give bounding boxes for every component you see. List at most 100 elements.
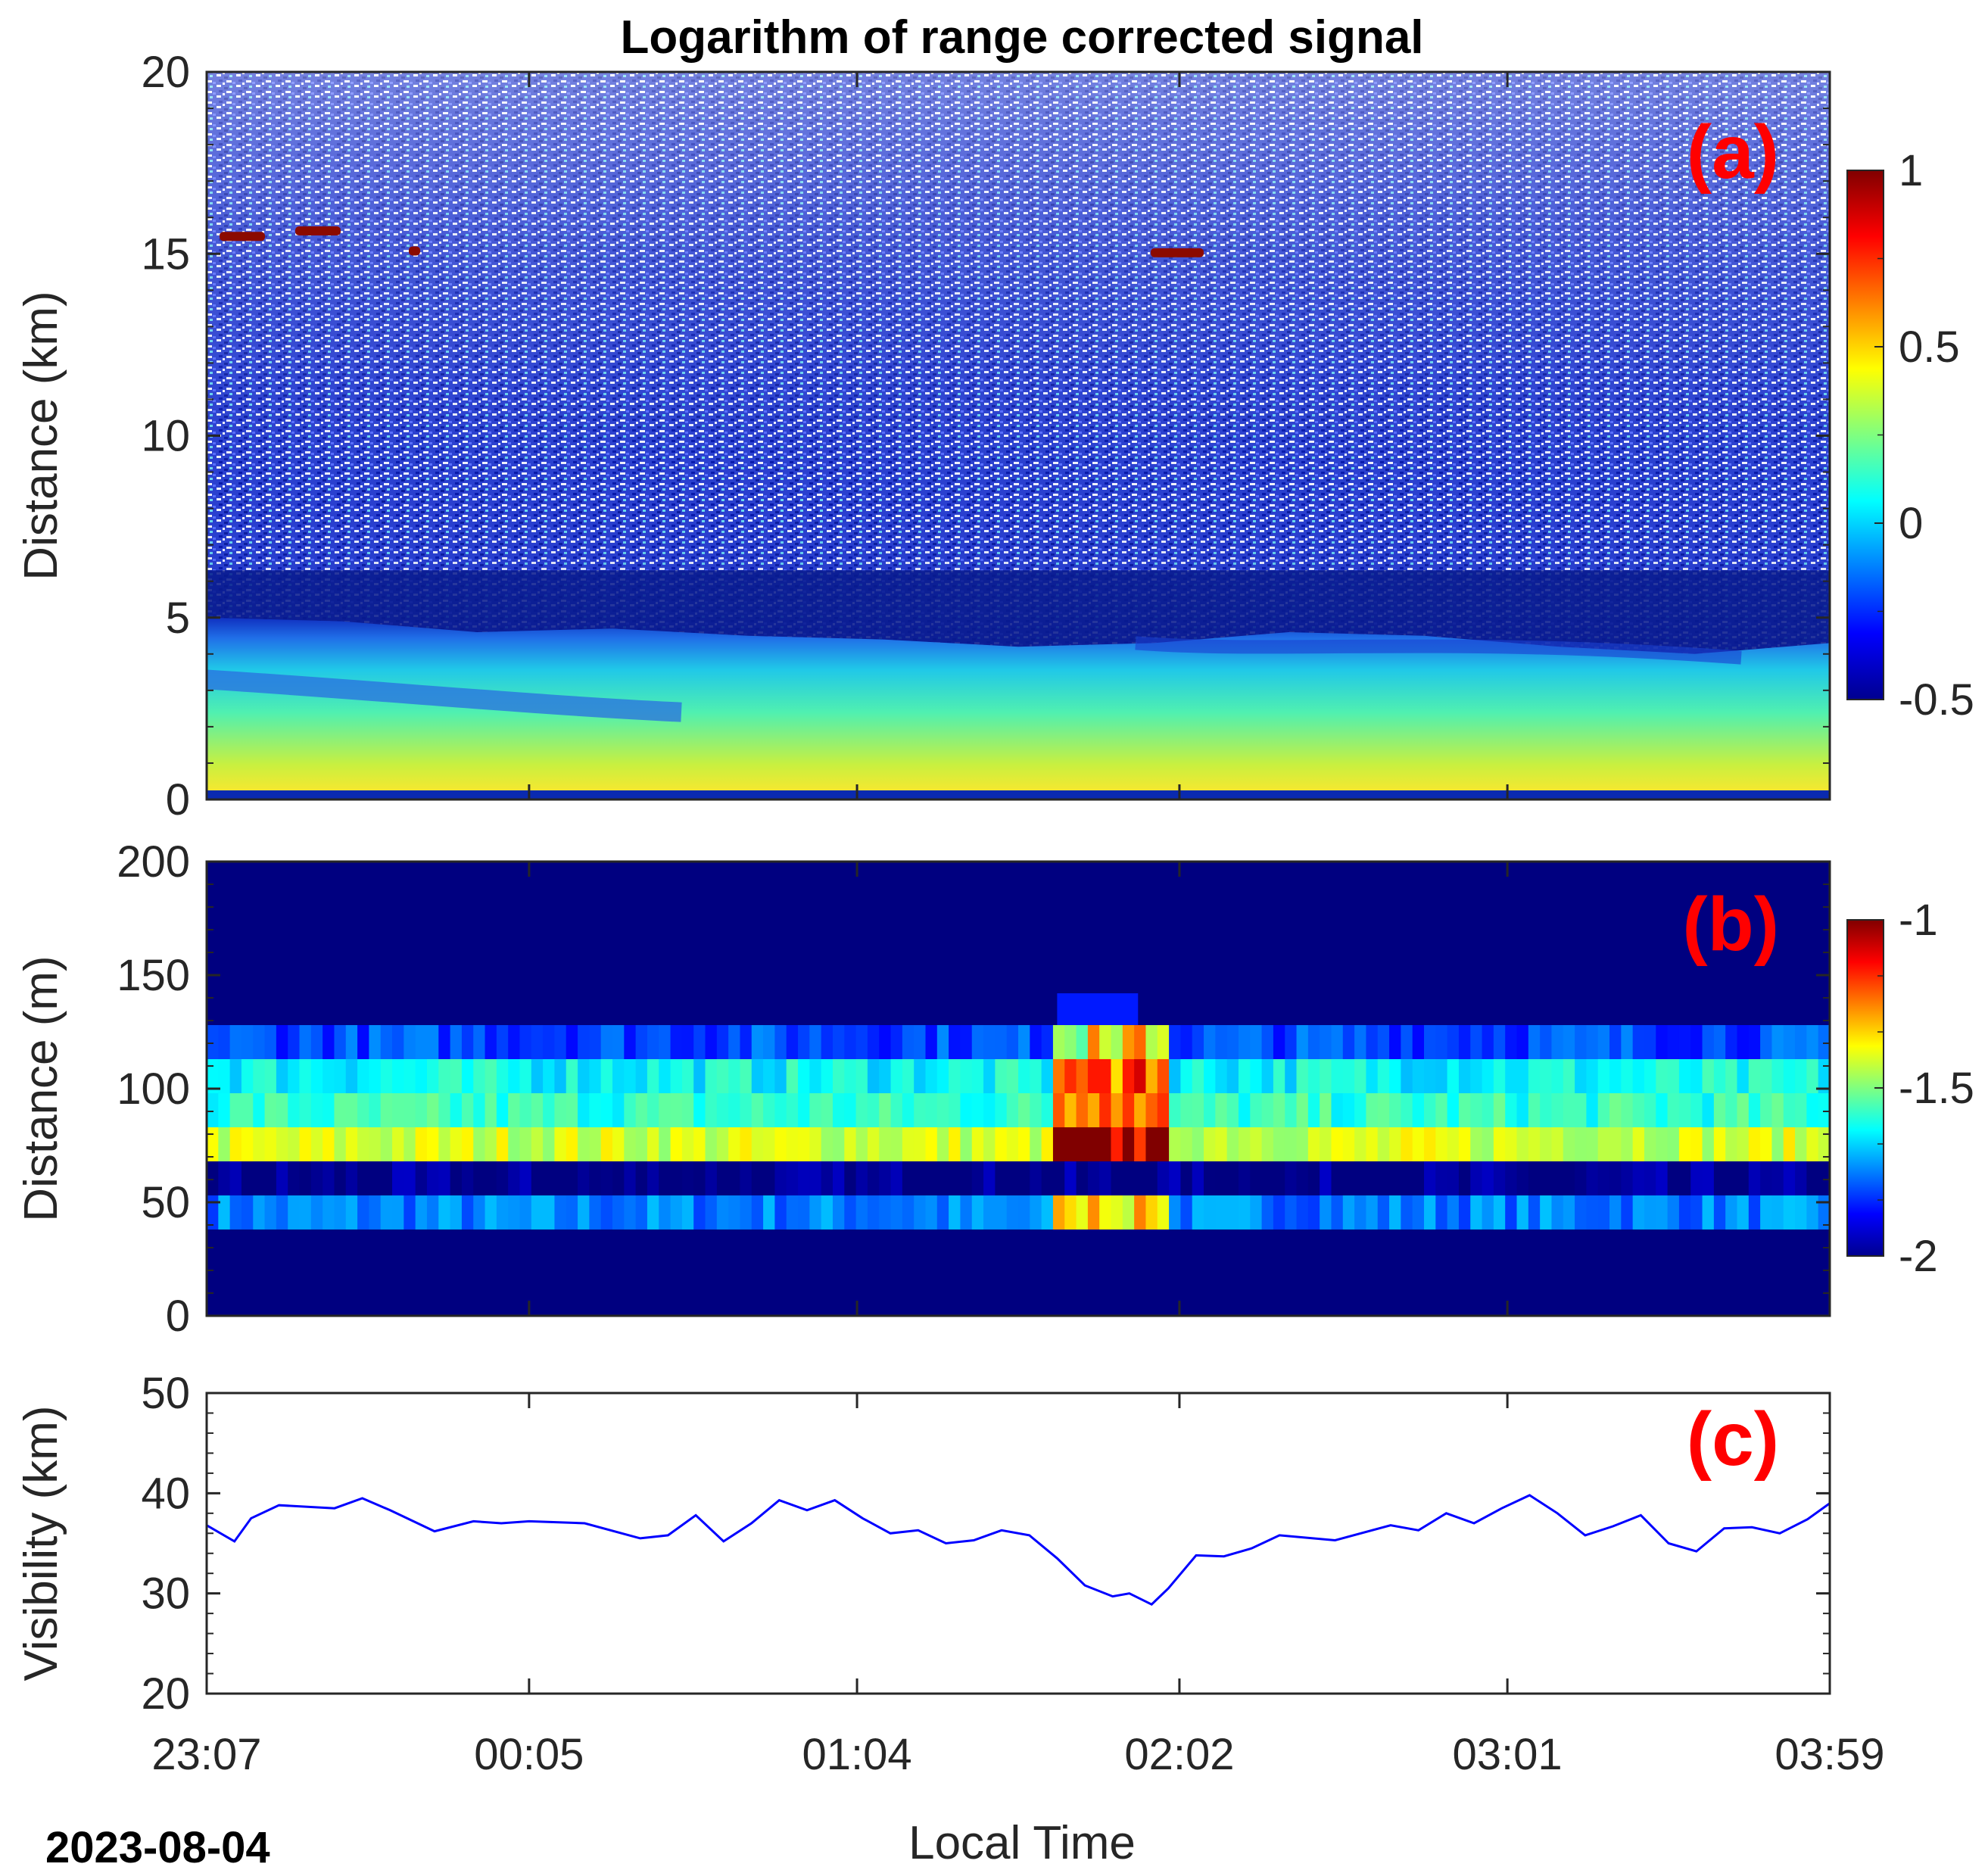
heatmap-cell	[450, 1161, 463, 1195]
heatmap-cell	[960, 1195, 973, 1230]
heatmap-cell	[1064, 1161, 1077, 1195]
heatmap-cell	[461, 1025, 474, 1059]
heatmap-cell	[983, 1059, 996, 1093]
surface-strip	[207, 790, 1830, 799]
heatmap-cell	[1273, 1093, 1285, 1127]
heatmap-cell	[1563, 1059, 1575, 1093]
heatmap-cell	[798, 1059, 810, 1093]
heatmap-cell	[1366, 1025, 1379, 1059]
panel-tag: (a)	[1687, 110, 1779, 195]
heatmap-cell	[681, 1161, 694, 1195]
x-tick-label: 01:04	[802, 1730, 911, 1779]
heatmap-cell	[392, 1195, 404, 1230]
heatmap-cell	[578, 1161, 590, 1195]
heatmap-cell	[635, 1127, 648, 1161]
heatmap-cell	[774, 1025, 787, 1059]
heatmap-cell	[1795, 1059, 1807, 1093]
heatmap-cell	[415, 1093, 428, 1127]
heatmap-cell	[1644, 1127, 1656, 1161]
x-axis-title: Local Time	[908, 1817, 1136, 1869]
heatmap-cell	[357, 1127, 369, 1161]
heatmap-cell	[1250, 1127, 1263, 1161]
heatmap-cell	[1401, 1127, 1413, 1161]
heatmap-cell	[1783, 1059, 1796, 1093]
heatmap-cell	[1667, 1025, 1680, 1059]
heatmap-cell	[450, 1025, 463, 1059]
heatmap-cell	[1725, 1025, 1738, 1059]
heatmap-cell	[566, 1161, 578, 1195]
heatmap-cell	[1122, 1025, 1135, 1059]
heatmap-cell	[1204, 1025, 1216, 1059]
heatmap-cell	[334, 1195, 347, 1230]
heatmap-cell	[1644, 1093, 1656, 1127]
heatmap-cell	[207, 1127, 219, 1161]
heatmap-cell	[218, 1059, 231, 1093]
heatmap-cell	[1540, 1195, 1553, 1230]
date-label: 2023-08-04	[45, 1823, 270, 1870]
heatmap-cell	[844, 1127, 857, 1161]
heatmap-cell	[1401, 1025, 1413, 1059]
heatmap-cell	[207, 1059, 219, 1093]
heatmap-cell	[589, 1025, 602, 1059]
heatmap-cell	[1204, 1195, 1216, 1230]
heatmap-cell	[821, 1059, 834, 1093]
heatmap-cell	[716, 1195, 729, 1230]
heatmap-cell	[264, 1127, 277, 1161]
heatmap-cell	[983, 1025, 996, 1059]
heatmap-cell	[473, 1195, 486, 1230]
heatmap-cell	[960, 1127, 973, 1161]
heatmap-cell	[1354, 1161, 1367, 1195]
heatmap-cell	[1030, 1161, 1042, 1195]
heatmap-cell	[809, 1161, 822, 1195]
heatmap-cell	[415, 1161, 428, 1195]
heatmap-cell	[1030, 1059, 1042, 1093]
heatmap-cell	[1052, 1195, 1065, 1230]
heatmap-cell	[426, 1059, 439, 1093]
heatmap-cell	[1354, 1195, 1367, 1230]
heatmap-cell	[1169, 1195, 1181, 1230]
heatmap-cell	[612, 1059, 625, 1093]
heatmap-cell	[1030, 1127, 1042, 1161]
heatmap-cell	[902, 1093, 915, 1127]
heatmap-cell	[1145, 1195, 1158, 1230]
heatmap-cell	[1157, 1195, 1170, 1230]
heatmap-cell	[334, 1161, 347, 1195]
heatmap-cell	[855, 1093, 868, 1127]
heatmap-cell	[1597, 1195, 1610, 1230]
heatmap-cell	[1285, 1025, 1298, 1059]
heatmap-cell	[241, 1127, 254, 1161]
heatmap-cell	[751, 1093, 764, 1127]
heatmap-cell	[1052, 1127, 1065, 1161]
heatmap-cell	[1134, 1093, 1147, 1127]
heatmap-cell	[589, 1195, 602, 1230]
heatmap-cell	[635, 1059, 648, 1093]
heatmap-cell	[1018, 1195, 1030, 1230]
heatmap-cell	[1458, 1093, 1471, 1127]
heatmap-cell	[1551, 1025, 1564, 1059]
heatmap-cell	[705, 1127, 718, 1161]
heatmap-cell	[1412, 1161, 1425, 1195]
heatmap-cell	[1678, 1093, 1691, 1127]
heatmap-cell	[855, 1161, 868, 1195]
heatmap-cell	[369, 1161, 382, 1195]
heatmap-cell	[693, 1093, 706, 1127]
heatmap-cell	[1215, 1093, 1228, 1127]
heatmap-cell	[1273, 1195, 1285, 1230]
heatmap-cell	[1424, 1025, 1436, 1059]
heatmap-cell	[485, 1195, 497, 1230]
heatmap-cell	[578, 1059, 590, 1093]
heatmap-cell	[763, 1195, 775, 1230]
heatmap-cell	[949, 1025, 961, 1059]
heatmap-cell	[1041, 1161, 1054, 1195]
heatmap-cell	[1435, 1195, 1448, 1230]
heatmap-cell	[1783, 1093, 1796, 1127]
heatmap-cell	[1632, 1093, 1645, 1127]
heatmap-cell	[635, 1093, 648, 1127]
heatmap-cell	[1076, 1059, 1089, 1093]
heatmap-cell	[288, 1025, 301, 1059]
heatmap-cell	[844, 1059, 857, 1093]
heatmap-cell	[380, 1195, 393, 1230]
heatmap-cell	[1713, 1127, 1726, 1161]
heatmap-cell	[1586, 1161, 1599, 1195]
heatmap-cell	[1377, 1025, 1390, 1059]
